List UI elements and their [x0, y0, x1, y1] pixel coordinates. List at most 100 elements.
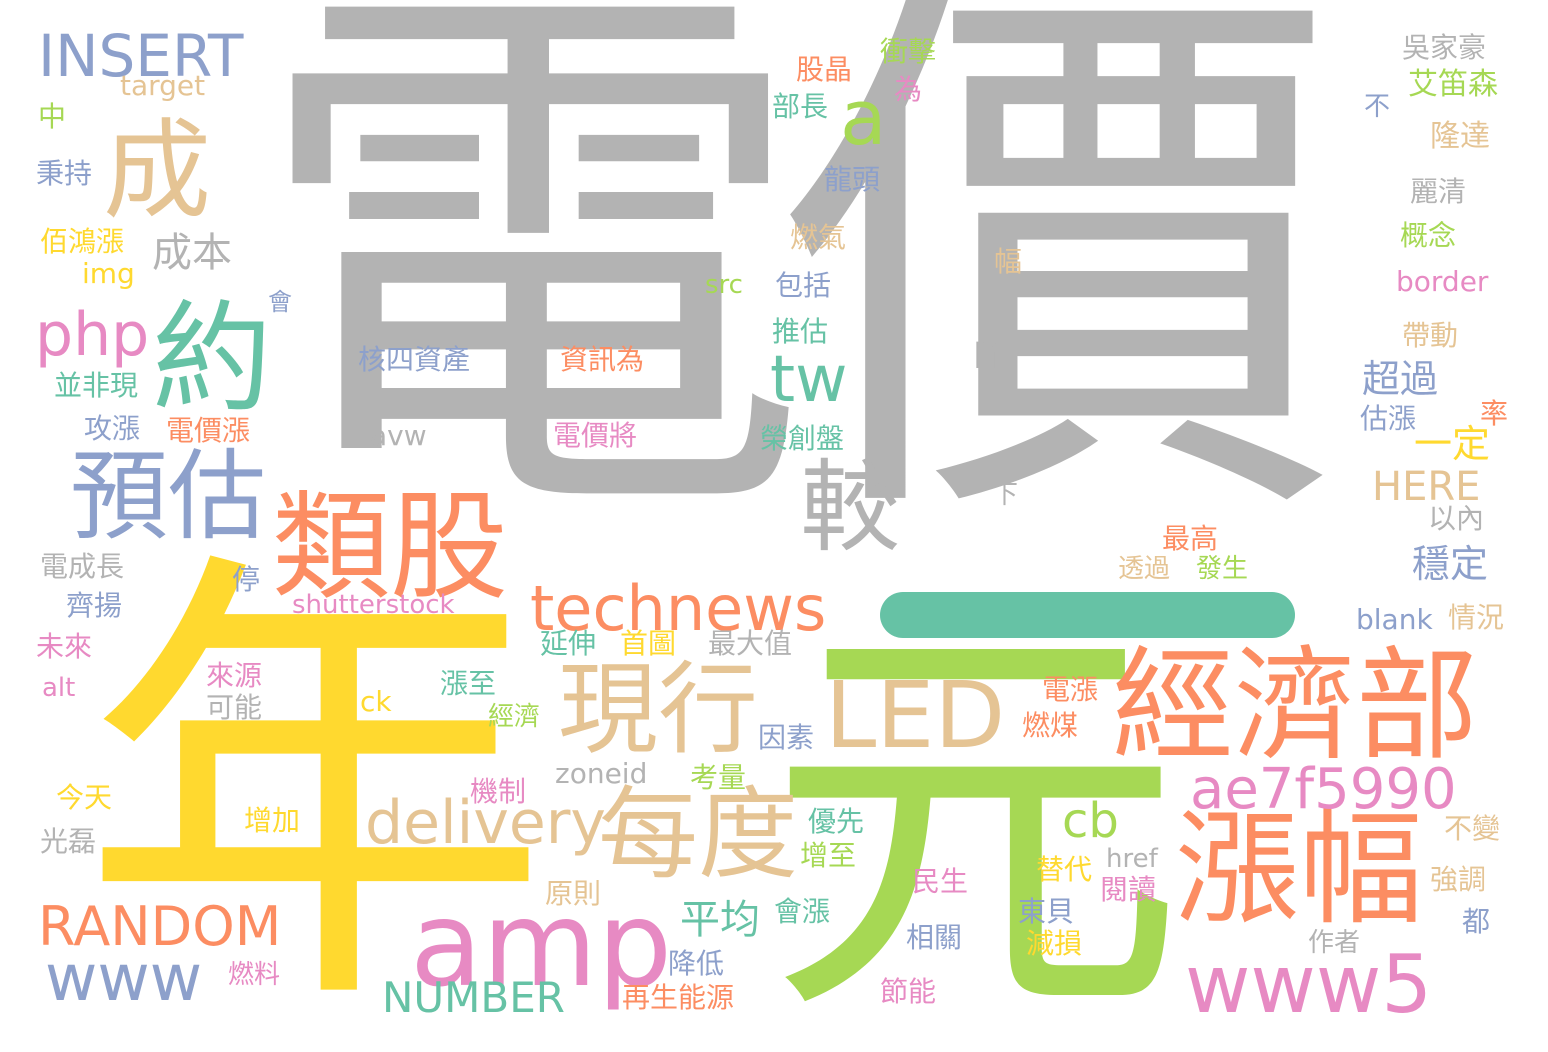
- word-compare: 較: [800, 449, 900, 566]
- word-concept: 概念: [1400, 219, 1457, 252]
- word-certain: 一定: [1414, 422, 1491, 466]
- word-leader: 龍頭: [824, 163, 881, 196]
- word-increase-add: 增加: [244, 804, 301, 837]
- word-ae7f5990: ae7f5990: [1190, 757, 1457, 822]
- word-exceed: 超過: [1362, 357, 1439, 401]
- word-yuan: 元: [765, 580, 1185, 1052]
- word-gas: 燃氣: [790, 221, 847, 254]
- word-border: border: [1396, 265, 1489, 298]
- word-extend: 延伸: [540, 627, 597, 660]
- word-edison: 艾笛森: [1408, 67, 1498, 102]
- word-zhong: 中: [38, 100, 67, 133]
- word-max-value: 最大值: [708, 627, 793, 660]
- word-increase: 漲幅: [1175, 798, 1424, 942]
- word-www: www: [45, 942, 203, 1016]
- word-amp: amp: [410, 875, 673, 1013]
- word-shutterstock: shutterstock: [292, 590, 455, 620]
- word-technews: technews: [530, 572, 827, 645]
- word-est-rise: 估漲: [1360, 402, 1417, 435]
- word-alt: alt: [42, 673, 76, 703]
- word-guanglei: 光磊: [40, 825, 97, 858]
- word-future: 未來: [36, 630, 93, 663]
- word-mechanism: 機制: [470, 775, 527, 808]
- word-will-rise: 會漲: [774, 895, 831, 928]
- word-source: 來源: [206, 659, 263, 692]
- word-rise-to: 漲至: [440, 667, 497, 700]
- word-price-will: 電價將: [553, 419, 638, 452]
- word-stop: 停: [232, 563, 261, 596]
- word-average: 平均: [680, 897, 760, 943]
- word-within: 以內: [1428, 502, 1485, 535]
- word-not-current: 並非現: [54, 369, 139, 402]
- word-cheng: 成: [103, 109, 212, 234]
- word-drive: 帶動: [1402, 319, 1459, 352]
- word-tw: tw: [770, 343, 848, 417]
- word-consider: 考量: [690, 761, 747, 794]
- word-emphasize: 強調: [1430, 863, 1487, 896]
- word-per-kwh: 每度: [598, 776, 798, 893]
- word-here: HERE: [1372, 464, 1481, 510]
- word-bh-rise: 佰鴻漲: [40, 225, 125, 258]
- word-hui: 會: [268, 288, 292, 316]
- word-delivery: delivery: [365, 788, 606, 858]
- word-nuclear-assets: 核四資產: [358, 343, 471, 376]
- word-lextar: 隆達: [1430, 119, 1490, 154]
- word-possible: 可能: [206, 691, 263, 724]
- word-liqing: 麗清: [1410, 175, 1467, 208]
- word-www5: www5: [1185, 938, 1433, 1031]
- word-wei: 為: [894, 73, 923, 106]
- word-ministry: 經濟部: [1112, 635, 1478, 777]
- word-about: 約: [152, 290, 272, 429]
- word-year: 年: [80, 516, 550, 1052]
- word-principle: 原則: [545, 877, 602, 910]
- word-dou: 都: [1462, 905, 1491, 938]
- word-current: 現行: [558, 651, 758, 768]
- word-unchanged: 不變: [1444, 812, 1501, 845]
- word-ck: ck: [360, 685, 392, 718]
- word-all-rise: 齊揚: [66, 589, 123, 622]
- word-avw: avw: [370, 419, 427, 452]
- word-impairment: 減損: [1026, 927, 1083, 960]
- word-cover: 首圖: [620, 627, 677, 660]
- word-xia: 下: [992, 480, 1019, 510]
- word-substitute: 替代: [1036, 853, 1093, 886]
- word-href: href: [1106, 844, 1158, 874]
- word-increase-to: 增至: [800, 839, 857, 872]
- word-uphold: 秉持: [36, 157, 93, 190]
- word-today: 今天: [56, 781, 113, 814]
- word-reduce: 降低: [668, 947, 725, 980]
- word-electricity-price: 電價: [250, 0, 1340, 586]
- word-blank: blank: [1356, 603, 1433, 636]
- word-renewable: 再生能源: [622, 981, 735, 1014]
- word-wu-jiahao: 吳家豪: [1402, 31, 1487, 64]
- word-stock-jing: 股晶: [796, 53, 853, 86]
- word-occur: 發生: [1196, 554, 1249, 584]
- word-power-rise: 電漲: [1042, 673, 1099, 706]
- word-number: NUMBER: [382, 973, 565, 1022]
- word-economy: 經濟: [488, 702, 541, 732]
- word-energy-saving: 節能: [880, 975, 937, 1008]
- word-dongbei: 東貝: [1018, 895, 1075, 928]
- word-coal: 燃煤: [1022, 709, 1079, 742]
- word-rongchuang: 榮創盤: [760, 422, 845, 455]
- word-highest: 最高: [1162, 522, 1219, 555]
- word-fuel: 燃料: [228, 960, 281, 990]
- word-zoneid: zoneid: [555, 757, 648, 790]
- word-cost: 成本: [152, 230, 232, 276]
- word-read: 閱讀: [1100, 873, 1157, 906]
- word-livelihood: 民生: [912, 865, 969, 898]
- word-author: 作者: [1308, 928, 1361, 958]
- word-src: src: [705, 270, 743, 300]
- word-minister: 部長: [772, 90, 829, 123]
- word-impact: 衝擊: [880, 35, 937, 68]
- word-priority: 優先: [808, 805, 865, 838]
- word-sector: 類股: [272, 478, 509, 616]
- word-a: a: [840, 73, 887, 162]
- word-power-growth: 電成長: [40, 550, 125, 583]
- word-php: php: [35, 300, 150, 370]
- word-include: 包括: [775, 269, 832, 302]
- word-attack-rise: 攻漲: [84, 412, 141, 445]
- word-random: RANDOM: [38, 895, 282, 958]
- word-situation: 情況: [1448, 601, 1505, 634]
